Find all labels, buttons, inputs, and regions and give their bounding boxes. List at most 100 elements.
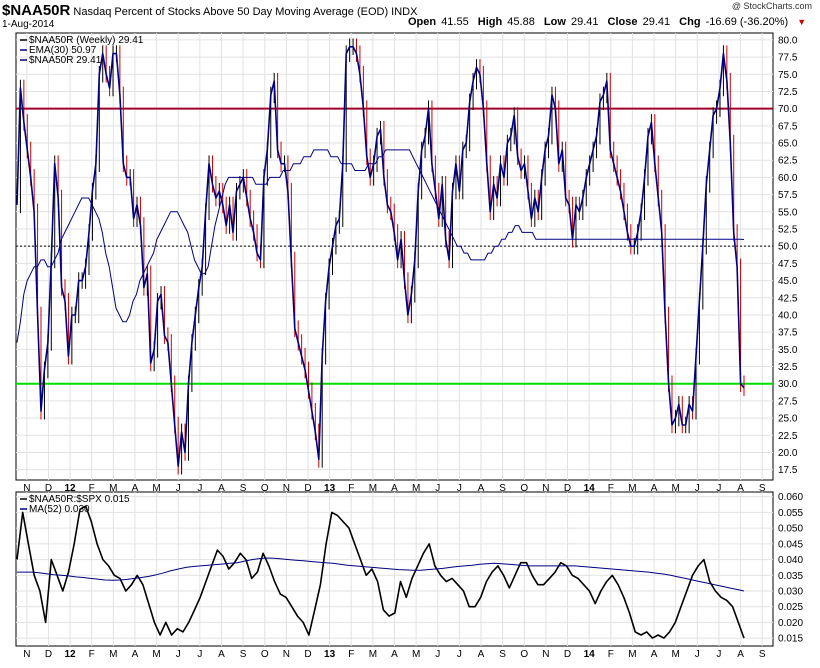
x-tick-label: A	[651, 483, 658, 494]
x-tick-label: S	[759, 649, 766, 660]
y-tick-label: 0.045	[778, 539, 803, 550]
x-tick-label: F	[608, 483, 614, 494]
ma52-line	[17, 557, 745, 592]
x-tick-label: O	[520, 649, 528, 660]
low-value: 29.41	[570, 16, 599, 28]
x-tick-label: J	[197, 483, 202, 494]
x-tick-label: 12	[65, 649, 77, 660]
x-tick-label: D	[564, 649, 571, 660]
y-tick-label: 17.5	[778, 465, 798, 476]
x-tick-label: A	[737, 483, 744, 494]
y-tick-label: 37.5	[778, 328, 798, 339]
legend-entry: $NAA50R 29.41	[29, 55, 102, 66]
x-tick-label: S	[499, 483, 506, 494]
x-tick-label: F	[608, 649, 614, 660]
x-tick-label: M	[671, 649, 679, 660]
y-tick-label: 0.030	[778, 587, 803, 598]
chart-header: $NAA50R Nasdaq Percent of Stocks Above 5…	[2, 2, 417, 19]
x-tick-label: M	[412, 649, 420, 660]
x-tick-label: J	[457, 483, 462, 494]
x-tick-label: A	[132, 483, 139, 494]
x-tick-label: 12	[65, 483, 77, 494]
y-tick-label: 0.025	[778, 602, 803, 613]
legend-entry: $NAA50R:$SPX 0.015	[29, 494, 130, 505]
y-tick-label: 62.5	[778, 156, 798, 167]
watermark: @ StockCharts.com	[731, 1, 812, 11]
open-label: Open	[408, 16, 437, 28]
weekly-price-line	[16, 45, 745, 468]
y-tick-label: 77.5	[778, 53, 798, 64]
y-tick-label: 45.0	[778, 276, 798, 287]
y-tick-label: 40.0	[778, 310, 798, 321]
x-tick-label: M	[152, 483, 160, 494]
x-tick-label: N	[23, 483, 30, 494]
x-tick-label: D	[564, 483, 571, 494]
y-tick-label: 0.040	[778, 555, 803, 566]
x-tick-label: F	[89, 649, 95, 660]
x-tick-label: M	[671, 483, 679, 494]
x-tick-label: 14	[584, 483, 596, 494]
x-tick-label: N	[283, 649, 290, 660]
x-tick-label: O	[261, 483, 269, 494]
chg-value: -16.69 (-36.20%)	[705, 16, 789, 28]
x-tick-label: A	[218, 483, 225, 494]
symbol: $NAA50R	[2, 2, 71, 19]
x-tick-label: A	[391, 483, 398, 494]
y-tick-label: 52.5	[778, 224, 798, 235]
chg-label: Chg	[679, 16, 701, 28]
high-value: 45.88	[507, 16, 535, 28]
y-tick-label: 0.050	[778, 524, 803, 535]
x-tick-label: M	[628, 649, 636, 660]
x-tick-label: J	[435, 649, 440, 660]
y-tick-label: 57.5	[778, 190, 798, 201]
y-tick-label: 67.5	[778, 121, 798, 132]
y-tick-label: 30.0	[778, 379, 798, 390]
open-value: 41.55	[441, 16, 469, 28]
down-triangle-icon: ▼	[797, 17, 807, 27]
y-tick-label: 0.055	[778, 508, 803, 519]
x-tick-label: O	[520, 483, 528, 494]
x-tick-label: F	[348, 483, 354, 494]
symbol-description: Nasdaq Percent of Stocks Above 50 Day Mo…	[73, 6, 389, 18]
close-label: Close	[607, 16, 638, 28]
x-tick-label: A	[132, 649, 139, 660]
x-tick-label: J	[176, 649, 181, 660]
chart-date: 1-Aug-2014	[2, 19, 55, 30]
x-tick-label: M	[369, 649, 377, 660]
x-tick-label: J	[716, 649, 721, 660]
x-tick-label: 14	[584, 649, 596, 660]
y-tick-label: 27.5	[778, 396, 798, 407]
ema30-line	[16, 149, 745, 343]
close-value: 29.41	[642, 16, 671, 28]
y-tick-label: 55.0	[778, 207, 798, 218]
legend-entry: MA(52) 0.030	[29, 504, 90, 515]
x-tick-label: M	[109, 649, 117, 660]
x-tick-label: A	[218, 649, 225, 660]
y-tick-label: 80.0	[778, 35, 798, 46]
price-panel: N D 12 F M A M J J A S O N D 13 F M A M J J A S O N D 14 F M A M J J A S 17…	[15, 32, 798, 494]
x-tick-label: J	[176, 483, 181, 494]
x-tick-label: M	[628, 483, 636, 494]
y-tick-label: 50.0	[778, 242, 798, 253]
x-tick-label: M	[412, 483, 420, 494]
ratio-panel: N D 12 F M A M J J A S O N D 13 F M A M J J A S O N D 14 F M A M J J A S 0.…	[15, 491, 803, 660]
y-tick-label: 65.0	[778, 139, 798, 150]
x-tick-label: J	[695, 649, 700, 660]
x-tick-label: 13	[324, 483, 336, 494]
low-label: Low	[543, 16, 566, 28]
x-tick-label: J	[197, 649, 202, 660]
exchange: INDX	[391, 6, 418, 18]
y-tick-label: 72.5	[778, 87, 798, 98]
high-label: High	[477, 16, 503, 28]
y-tick-label: 70.0	[778, 104, 798, 115]
y-tick-label: 47.5	[778, 259, 798, 270]
x-tick-label: J	[457, 649, 462, 660]
x-tick-label: J	[716, 483, 721, 494]
ratio-line	[16, 505, 745, 639]
y-tick-label: 0.060	[778, 492, 803, 503]
x-tick-label: D	[45, 649, 52, 660]
x-tick-label: S	[240, 483, 247, 494]
x-tick-label: O	[261, 649, 269, 660]
x-tick-label: M	[152, 649, 160, 660]
